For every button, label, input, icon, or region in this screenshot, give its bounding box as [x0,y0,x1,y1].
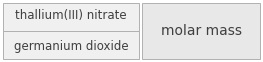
Bar [3,31,139,59]
Text: germanium dioxide: germanium dioxide [14,40,128,53]
Bar [3,3,139,31]
Text: molar mass: molar mass [161,24,242,38]
Bar [142,3,260,59]
Text: thallium(III) nitrate: thallium(III) nitrate [15,9,127,22]
